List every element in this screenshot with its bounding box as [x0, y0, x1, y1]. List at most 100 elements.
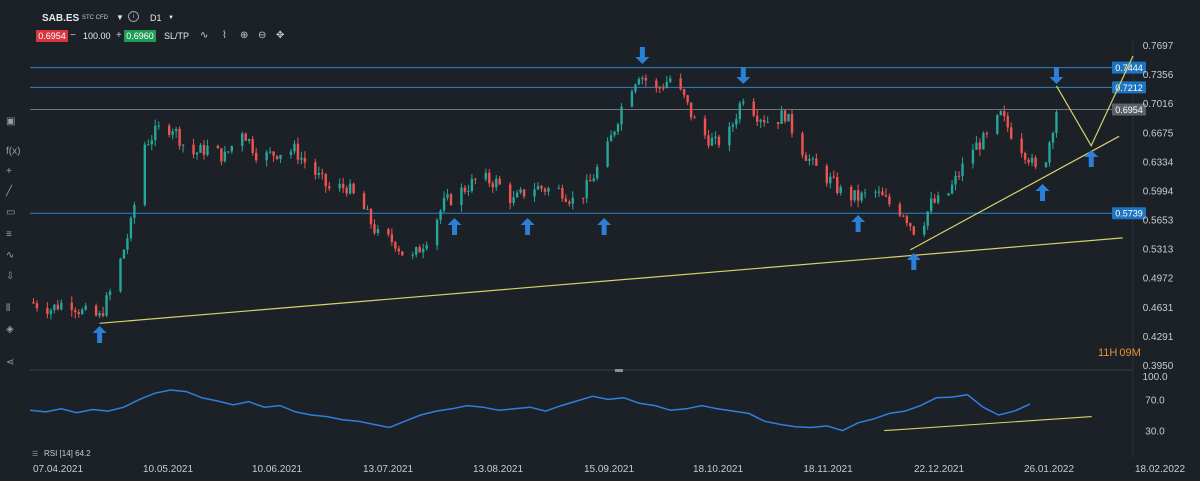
candle-body	[742, 101, 745, 104]
candle-body	[655, 80, 658, 88]
candle-body	[199, 144, 202, 153]
move-icon[interactable]: ✥	[276, 30, 285, 41]
date-tick-label: 26.01.2022	[1024, 464, 1074, 475]
candle-body	[1023, 153, 1027, 160]
candle-body	[547, 188, 550, 192]
candle-body	[498, 178, 501, 185]
candles	[32, 73, 1058, 320]
trendline	[910, 135, 1120, 251]
level-tag	[1112, 81, 1146, 94]
pattern-icon[interactable]: ∿	[6, 250, 15, 261]
candle-body	[641, 77, 644, 80]
candle-body	[251, 139, 254, 153]
candle-body	[540, 185, 543, 189]
candle-body	[926, 211, 929, 226]
function-icon[interactable]: f(x)	[6, 146, 21, 157]
candle-body	[787, 113, 790, 122]
level-label: 0.5739	[1115, 209, 1143, 219]
candle-body	[324, 173, 327, 187]
layers-icon[interactable]: ◈	[6, 324, 14, 335]
indicator-icon[interactable]: ∿	[200, 30, 209, 41]
candle-body	[425, 245, 428, 249]
quantity-increase-button[interactable]: +	[116, 30, 122, 41]
candle-body	[759, 120, 762, 122]
zoom-in-icon[interactable]: ⊕	[240, 30, 249, 41]
indicator-settings-icon[interactable]: ☰	[32, 451, 38, 458]
candle-body	[519, 189, 522, 193]
up-arrow-icon	[851, 215, 866, 232]
sell-button[interactable]: 0.6954	[36, 30, 68, 42]
layout-icon[interactable]: ▣	[6, 116, 16, 127]
candle-body	[101, 313, 105, 316]
candle-body	[74, 310, 77, 313]
candle-body	[971, 149, 975, 164]
date-tick-label: 18.10.2021	[693, 464, 743, 475]
symbol-name[interactable]: SAB.ES	[42, 13, 80, 24]
magnet-icon[interactable]: ⫴	[6, 303, 11, 314]
candle-body	[630, 91, 634, 107]
candle-body	[616, 124, 620, 132]
candle-body	[707, 135, 710, 146]
candle-body	[669, 78, 672, 82]
rectangle-icon[interactable]: ▭	[6, 207, 16, 218]
candle-body	[321, 173, 324, 175]
candle-body	[202, 144, 206, 155]
candle-body	[735, 119, 738, 125]
candle-body	[192, 144, 195, 155]
candle-body	[248, 139, 251, 141]
info-icon[interactable]: i	[128, 11, 139, 22]
candle-body	[328, 186, 331, 189]
horizontal-levels[interactable]: 0.7444 0.7212 0.6954 0.5739	[30, 61, 1146, 220]
candle-body	[1034, 157, 1037, 167]
pencil-icon[interactable]: ╱	[6, 186, 13, 197]
candle-body	[881, 191, 884, 196]
sltp-button[interactable]: SL/TP	[164, 31, 190, 41]
fibonacci-icon[interactable]: ≡	[6, 229, 12, 240]
candle-body	[147, 144, 150, 146]
timeframe-dropdown-icon[interactable]: ▼	[168, 15, 174, 21]
brush-icon[interactable]: ⇩	[6, 271, 15, 282]
candle-body	[557, 188, 561, 190]
candle-body	[1048, 142, 1051, 163]
candle-body	[853, 190, 856, 201]
candle-body	[933, 198, 936, 203]
candle-body	[167, 125, 171, 135]
candle-body	[317, 173, 320, 175]
rsi-label: RSI [14] 64.2	[44, 449, 91, 458]
signal-arrows	[92, 47, 1099, 343]
share-icon[interactable]: ⋖	[6, 357, 15, 368]
candle-body	[665, 81, 668, 88]
trendlines[interactable]	[99, 55, 1134, 324]
rsi-panel[interactable]: 100.0 70.0 30.0	[29, 372, 1168, 438]
symbol-dropdown-icon[interactable]: ▼	[116, 13, 124, 22]
candle-body	[1055, 112, 1058, 134]
candle-body	[268, 151, 272, 153]
candle-body	[978, 142, 982, 150]
price-axis[interactable]: 0.7697 0.7356 0.7016 0.6675 0.6334 0.5994 0.56…	[1143, 41, 1174, 372]
candle-body	[488, 172, 491, 184]
candle-body	[522, 189, 526, 197]
candle-body	[592, 178, 595, 182]
candle-body	[571, 197, 575, 204]
level-label: 0.6954	[1115, 105, 1143, 115]
down-arrow-icon	[736, 67, 751, 84]
candle-body	[620, 106, 623, 125]
quantity-input[interactable]: 100.00	[83, 31, 111, 41]
timeframe-select[interactable]: D1	[150, 13, 162, 23]
price-tick-label: 0.5313	[1143, 245, 1174, 256]
candle-body	[801, 133, 804, 156]
drawing-icon[interactable]: ⌇	[222, 30, 227, 41]
candle-body	[387, 229, 390, 235]
zoom-out-icon[interactable]: ⊖	[258, 30, 267, 41]
up-arrow-icon	[906, 253, 921, 270]
candle-body	[415, 247, 418, 255]
crosshair-icon[interactable]: +	[6, 166, 12, 177]
candle-body	[815, 158, 818, 166]
candle-body	[195, 152, 199, 155]
candle-body	[178, 128, 181, 146]
quantity-decrease-button[interactable]: −	[70, 30, 76, 41]
candle-body	[613, 131, 616, 136]
buy-button[interactable]: 0.6960	[124, 30, 156, 42]
date-axis[interactable]: 07.04.2021 10.05.2021 10.06.2021 13.07.2021…	[33, 464, 1185, 475]
